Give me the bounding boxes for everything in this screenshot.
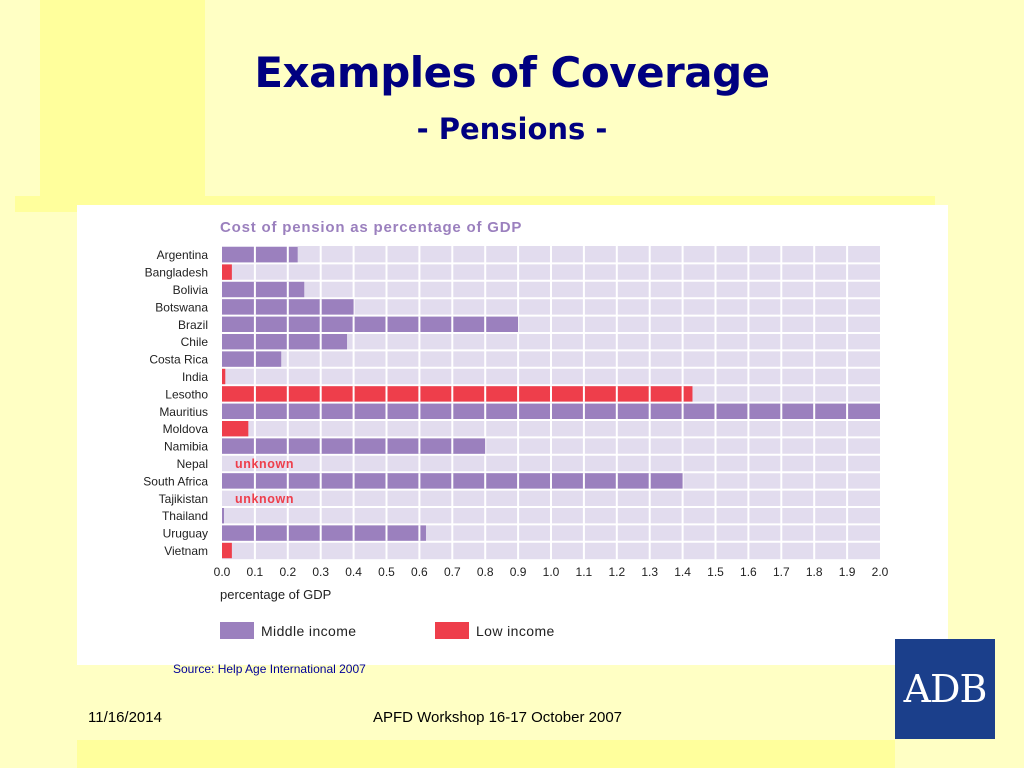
bars: unknown unknown: [222, 247, 880, 559]
x-tick-label: 0.4: [345, 565, 362, 579]
bar: [222, 368, 226, 385]
x-tick-label: 1.2: [608, 565, 625, 579]
footer-event: APFD Workshop 16-17 October 2007: [373, 709, 623, 726]
category-label: Costa Rica: [149, 353, 208, 367]
category-label: Lesotho: [165, 387, 208, 401]
legend-label: Low income: [476, 623, 555, 639]
plot-area: [222, 246, 880, 560]
x-tick-label: 0.5: [378, 565, 395, 579]
x-tick-label: 0.3: [312, 565, 329, 579]
x-axis-label: percentage of GDP: [220, 587, 331, 602]
unknown-annotation: unknown: [235, 457, 294, 471]
category-label: Chile: [181, 335, 209, 349]
x-tick-labels: 0.0 0.1 0.2 0.3 0.4 0.5 0.6 0.7 0.8 0.9 1.0 1.1 1.2 1…: [214, 565, 889, 579]
category-label: Mauritius: [159, 405, 208, 419]
x-tick-label: 0.8: [477, 565, 494, 579]
source-prefix: Source:: [173, 662, 218, 676]
bar: [222, 525, 426, 541]
chart-title: Cost of pension as percentage of GDP: [220, 219, 522, 236]
legend-label: Middle income: [261, 623, 356, 639]
category-labels: Argentina Bangladesh Bolivia Botswana Brazil…: [143, 248, 208, 558]
x-tick-label: 0.1: [247, 565, 264, 579]
bar: [222, 386, 693, 402]
category-label: India: [182, 370, 208, 384]
category-label: Botswana: [155, 300, 208, 314]
category-label: Vietnam: [164, 544, 208, 558]
slide-title: Examples of Coverage: [254, 48, 770, 97]
source-line: Source: Help Age International 2007: [173, 662, 366, 676]
x-tick-label: 0.2: [279, 565, 296, 579]
x-tick-label: 1.9: [839, 565, 856, 579]
footer-date: 11/16/2014: [88, 709, 162, 726]
x-tick-label: 1.6: [740, 565, 757, 579]
category-label: Uruguay: [163, 527, 208, 541]
category-label: Namibia: [164, 440, 208, 454]
x-tick-label: 1.0: [543, 565, 560, 579]
bar: [222, 247, 298, 263]
adb-logo-text: ADB: [903, 667, 988, 711]
x-tick-label: 1.3: [641, 565, 658, 579]
source-text: Help Age International 2007: [217, 662, 366, 676]
bar: [222, 334, 348, 350]
unknown-annotation: unknown: [235, 492, 294, 506]
bar: [222, 281, 305, 298]
x-tick-label: 1.1: [576, 565, 593, 579]
x-tick-label: 0.7: [444, 565, 461, 579]
x-tick-label: 1.4: [674, 565, 691, 579]
category-label: Tajikistan: [159, 492, 208, 506]
legend-swatch: [220, 622, 254, 639]
x-tick-label: 0.6: [411, 565, 428, 579]
legend: Middle income Low income: [220, 622, 555, 639]
bar: [222, 316, 519, 332]
bar: [222, 421, 249, 437]
background-block-bottom: [77, 740, 895, 768]
category-label: Brazil: [178, 318, 208, 332]
x-tick-label: 1.5: [707, 565, 724, 579]
category-label: Nepal: [177, 457, 208, 471]
legend-swatch: [435, 622, 469, 639]
bar: [222, 508, 224, 524]
bar: [222, 542, 232, 559]
category-label: Thailand: [162, 509, 208, 523]
x-tick-label: 0.0: [214, 565, 231, 579]
bar: [222, 351, 282, 367]
x-tick-label: 1.8: [806, 565, 823, 579]
bar: [222, 264, 232, 280]
x-tick-label: 0.9: [510, 565, 527, 579]
category-label: Argentina: [157, 248, 209, 262]
category-label: South Africa: [143, 474, 208, 488]
background-block-left: [40, 0, 205, 205]
category-label: Bolivia: [173, 283, 209, 297]
bar-chart: Cost of pension as percentage of GDP unk…: [143, 219, 889, 639]
x-tick-label: 1.7: [773, 565, 790, 579]
slide-subtitle: - Pensions -: [416, 112, 608, 146]
adb-logo: ADB: [895, 639, 995, 739]
category-label: Moldova: [163, 422, 209, 436]
x-tick-label: 2.0: [872, 565, 889, 579]
chart-panel: Cost of pension as percentage of GDP unk…: [77, 205, 948, 665]
category-label: Bangladesh: [145, 266, 208, 280]
